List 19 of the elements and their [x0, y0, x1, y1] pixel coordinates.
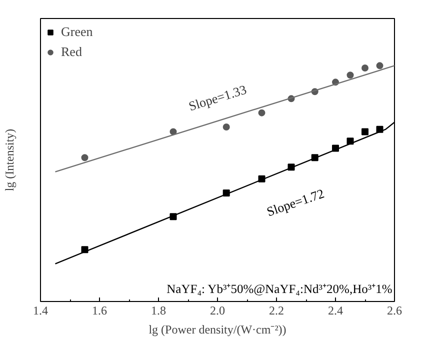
point [362, 128, 368, 136]
point [258, 109, 266, 116]
x-tick-label: 1.8 [151, 304, 166, 318]
point [346, 72, 354, 79]
annotation: NaYF₄: Yb³⁺50%@NaYF₄:Nd³⁺20%,Ho³⁺1% [166, 282, 392, 296]
y-axis-title: lg (Intensity) [2, 128, 16, 192]
x-tick-label: 2.2 [269, 304, 284, 318]
point [222, 123, 230, 130]
x-tick-label: 2.0 [210, 304, 225, 318]
x-axis-title: lg (Power density/(W·cm⁻²)) [148, 322, 286, 336]
x-tick-label: 1.4 [33, 304, 48, 318]
legend-label: Red [61, 44, 82, 60]
legend-label: Green [61, 24, 93, 40]
point [81, 154, 88, 162]
x-tick-label: 2.6 [387, 304, 402, 318]
x-tick-label: 1.6 [92, 304, 107, 318]
x-tick-label: 2.4 [328, 304, 343, 318]
point [362, 64, 368, 72]
point [376, 62, 384, 70]
